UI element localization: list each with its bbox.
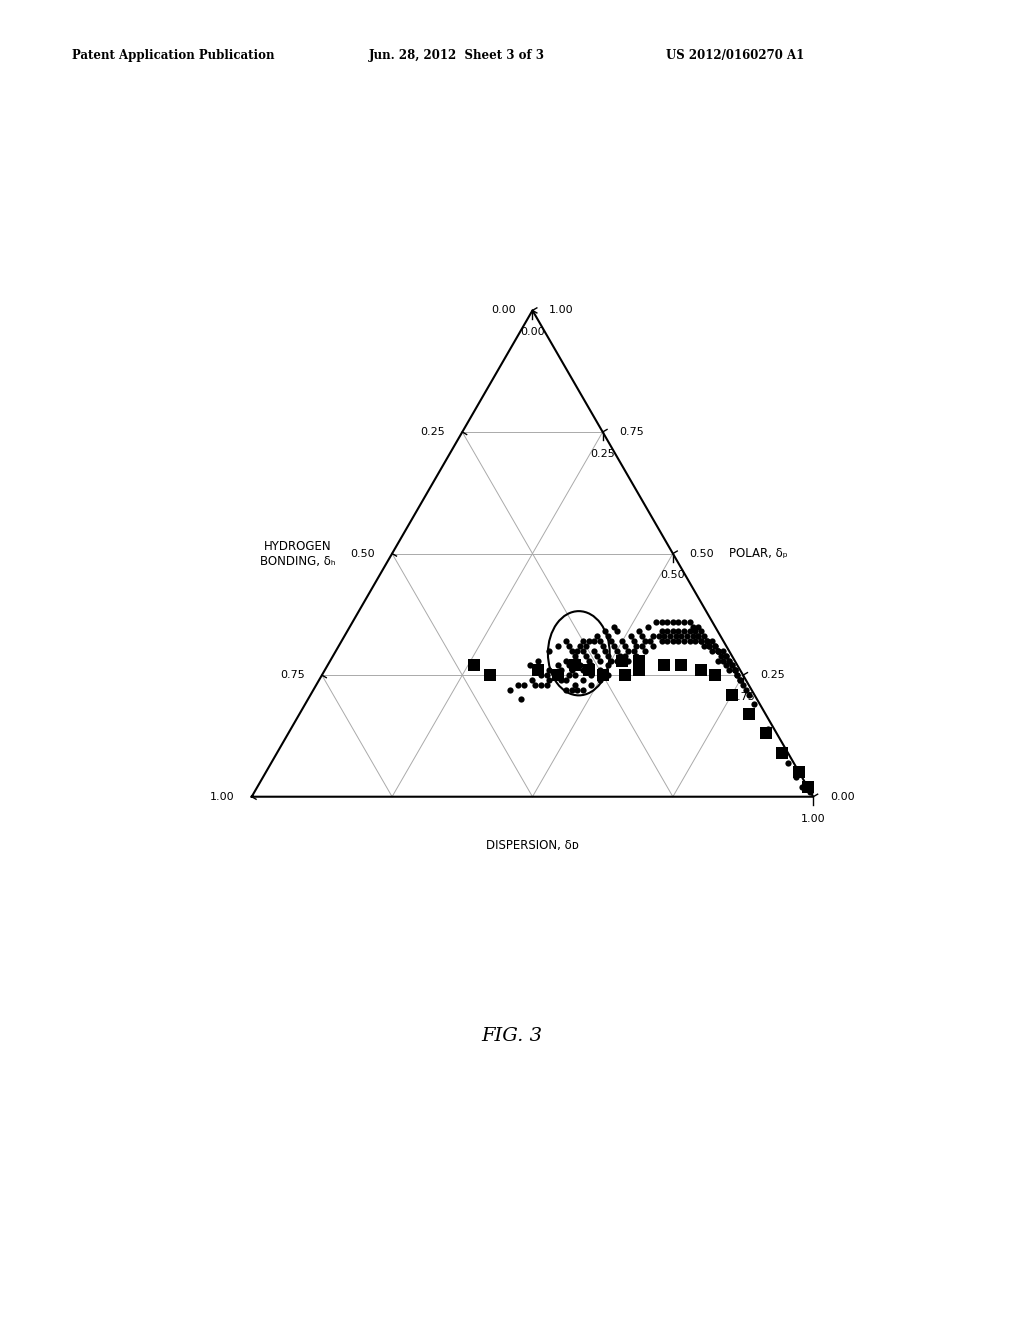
Text: 0.75: 0.75 bbox=[281, 671, 305, 680]
Text: HYDROGEN
BONDING, δₕ: HYDROGEN BONDING, δₕ bbox=[260, 540, 336, 568]
Text: 0.50: 0.50 bbox=[690, 549, 715, 558]
Text: 1.00: 1.00 bbox=[801, 813, 825, 824]
Text: 0.25: 0.25 bbox=[760, 671, 784, 680]
Text: 1.00: 1.00 bbox=[210, 792, 234, 801]
Text: DISPERSION, δᴅ: DISPERSION, δᴅ bbox=[486, 838, 579, 851]
Text: 1.00: 1.00 bbox=[549, 305, 573, 315]
Text: Jun. 28, 2012  Sheet 3 of 3: Jun. 28, 2012 Sheet 3 of 3 bbox=[369, 49, 545, 62]
Text: POLAR, δₚ: POLAR, δₚ bbox=[729, 546, 787, 560]
Text: US 2012/0160270 A1: US 2012/0160270 A1 bbox=[666, 49, 804, 62]
Text: 0.50: 0.50 bbox=[660, 570, 685, 581]
Text: 0.25: 0.25 bbox=[590, 449, 615, 459]
Text: 0.50: 0.50 bbox=[350, 549, 375, 558]
Text: FIG. 3: FIG. 3 bbox=[481, 1027, 543, 1045]
Text: 0.00: 0.00 bbox=[492, 305, 516, 315]
Text: Patent Application Publication: Patent Application Publication bbox=[72, 49, 274, 62]
Text: 0.75: 0.75 bbox=[620, 426, 644, 437]
Text: 0.00: 0.00 bbox=[520, 327, 545, 337]
Text: 0.00: 0.00 bbox=[830, 792, 855, 801]
Text: 0.25: 0.25 bbox=[421, 426, 445, 437]
Text: 0.75: 0.75 bbox=[731, 692, 756, 702]
